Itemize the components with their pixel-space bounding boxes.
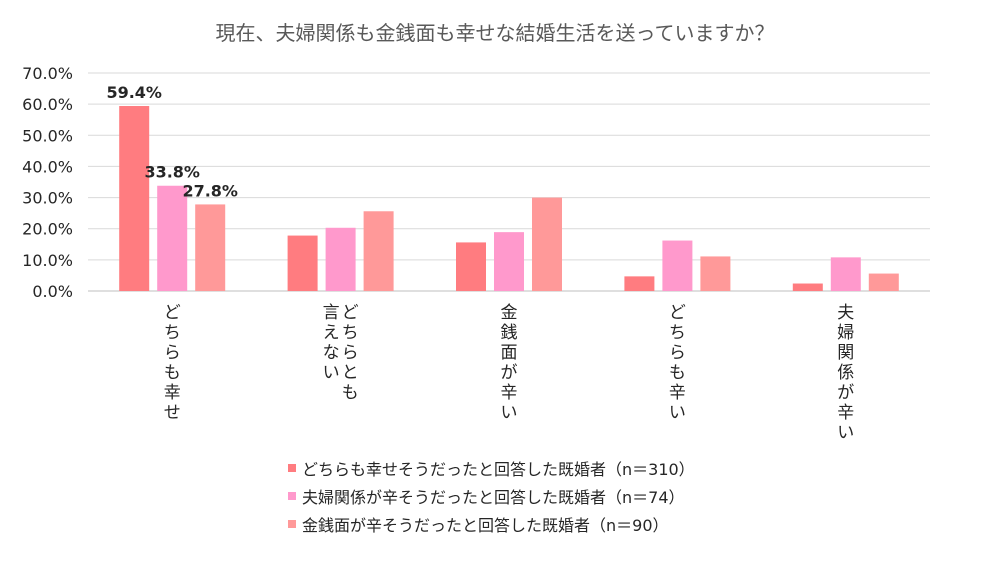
bars: 59.4% 33.8%27.8%	[106, 83, 899, 291]
x-category-label-char: 金	[501, 303, 518, 323]
x-category-label-char: ど	[669, 303, 686, 323]
legend-item-series-2: 夫婦関係が辛そうだったと回答した既婚者（n＝74）	[288, 485, 695, 507]
x-category-label-char: 言	[323, 303, 340, 323]
x-category-label-char: ち	[164, 323, 181, 343]
legend-swatch-series-2	[288, 492, 296, 500]
x-category-label-char: 辛	[501, 383, 518, 403]
y-tick-label: 30.0%	[22, 189, 73, 208]
chart-title: 現在、夫婦関係も金銭面も幸せな結婚生活を送っていますか？	[216, 21, 775, 45]
x-category-label-char: い	[501, 403, 518, 423]
bar	[662, 240, 693, 291]
x-category-label-char: い	[669, 403, 686, 423]
y-tick-label: 40.0%	[22, 157, 73, 176]
bar	[157, 185, 188, 291]
x-category-label-char: と	[342, 363, 359, 383]
legend-swatch-series-1	[288, 464, 296, 472]
y-tick-label: 10.0%	[22, 251, 73, 270]
data-label: 27.8%	[182, 181, 238, 200]
x-category-label-char: ら	[342, 343, 359, 363]
y-tick-label: 0.0%	[32, 282, 73, 301]
data-label: 33.8%	[144, 163, 200, 182]
data-label: 59.4%	[106, 83, 162, 102]
bar	[494, 232, 524, 291]
x-category-label-char: 銭	[501, 323, 518, 343]
x-category-label-char: ら	[164, 343, 181, 363]
x-category-label-char: ち	[342, 323, 359, 343]
x-category-label-char: 関	[837, 343, 854, 363]
legend-label-series-2: 夫婦関係が辛そうだったと回答した既婚者（n＝74）	[302, 488, 685, 507]
bar	[195, 204, 226, 291]
legend: どちらも幸せそうだったと回答した既婚者（n＝310） 夫婦関係が辛そうだったと回…	[288, 457, 695, 541]
x-category-label-char: が	[501, 363, 518, 383]
x-category-label-char: せ	[164, 403, 181, 423]
x-category-label-char: ち	[669, 323, 686, 343]
bar	[830, 257, 861, 291]
x-category-label-char: も	[164, 363, 181, 383]
x-category-label-char: い	[323, 363, 340, 383]
bar	[624, 276, 655, 291]
legend-item-series-1: どちらも幸せそうだったと回答した既婚者（n＝310）	[288, 457, 695, 479]
legend-label-series-1: どちらも幸せそうだったと回答した既婚者（n＝310）	[302, 460, 695, 479]
x-category-label-char: も	[342, 383, 359, 403]
legend-label-series-3: 金銭面が辛そうだったと回答した既婚者（n＝90）	[302, 516, 669, 535]
x-category-label-char: ど	[164, 303, 181, 323]
x-category-label-char: 幸	[164, 383, 181, 403]
y-tick-label: 50.0%	[22, 126, 73, 145]
bar	[287, 235, 318, 291]
x-category-label-char: 面	[501, 343, 518, 363]
bar	[792, 283, 823, 291]
legend-item-series-3: 金銭面が辛そうだったと回答した既婚者（n＝90）	[288, 513, 695, 535]
x-category-label-char: 夫	[837, 303, 854, 323]
bar	[325, 227, 356, 291]
x-category-label-char: 辛	[837, 403, 854, 423]
y-axis: 0.0% 10.0% 20.0% 30.0% 40.0% 50.0% 60.0% 70.0%	[22, 64, 73, 301]
x-category-label-char: ど	[342, 303, 359, 323]
x-category-label-char: 係	[837, 363, 854, 383]
legend-swatch-series-3	[288, 520, 296, 528]
y-tick-label: 60.0%	[22, 95, 73, 114]
x-category-label-char: え	[323, 323, 340, 343]
y-tick-label: 70.0%	[22, 64, 73, 83]
x-category-label-char: が	[837, 383, 854, 403]
bar	[532, 197, 562, 291]
y-tick-label: 20.0%	[22, 220, 73, 239]
bar	[456, 242, 486, 291]
x-category-label-char: 辛	[669, 383, 686, 403]
bar	[363, 211, 394, 291]
bar	[119, 106, 150, 291]
x-category-label-char: な	[323, 343, 340, 363]
bar	[700, 256, 731, 291]
x-category-label-char: 婦	[837, 323, 854, 343]
x-category-label-char: い	[837, 423, 854, 443]
bar	[868, 273, 899, 291]
x-category-label-char: も	[669, 363, 686, 383]
x-category-label-char: ら	[669, 343, 686, 363]
